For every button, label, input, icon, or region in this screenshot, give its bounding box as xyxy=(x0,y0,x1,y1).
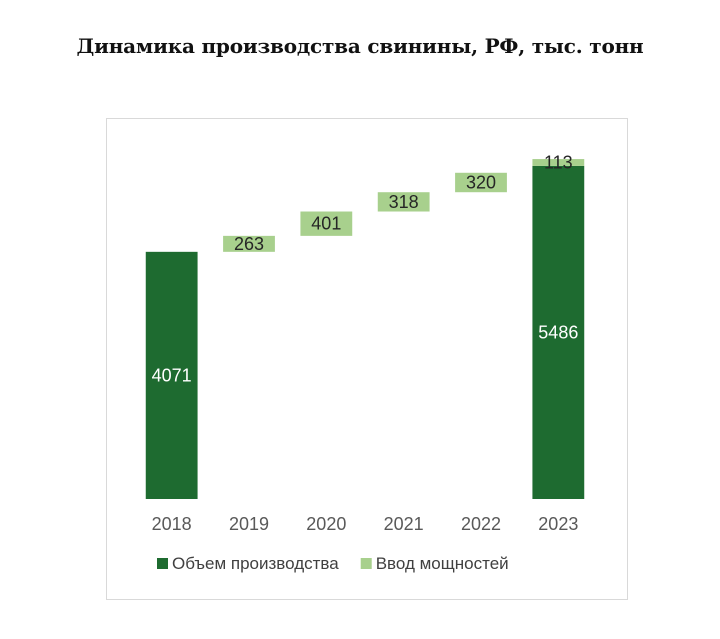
x-tick-2022: 2022 xyxy=(461,514,501,534)
bar-label-2023: 5486 xyxy=(538,322,578,342)
chart-title: Динамика производства свинины, РФ, тыс. … xyxy=(76,34,644,58)
increment-bar-2023 xyxy=(532,159,585,166)
bar-label-2018: 4071 xyxy=(152,365,192,385)
legend-swatch-2 xyxy=(360,558,372,569)
increment-label-2022: 320 xyxy=(466,172,496,192)
increment-label-2023: 113 xyxy=(544,152,573,172)
legend-swatch-1 xyxy=(157,558,168,569)
increment-bar-2020 xyxy=(300,211,353,236)
chart-area: 4071 263 401 318 320 5486 113 2018 2019 2020 2021… xyxy=(106,118,628,600)
total-bar-2023 xyxy=(532,165,585,499)
increment-bar-2021 xyxy=(377,192,430,212)
legend-label-2: Ввод мощностей xyxy=(376,554,509,573)
waterfall-chart: 4071 263 401 318 320 5486 113 2018 2019 2020 2021… xyxy=(145,152,585,573)
x-tick-2019: 2019 xyxy=(229,514,269,534)
x-tick-2018: 2018 xyxy=(152,514,192,534)
x-tick-2023: 2023 xyxy=(538,514,578,534)
increment-label-2021: 318 xyxy=(389,192,419,212)
legend-label-1: Объем производства xyxy=(172,554,339,573)
increment-bar-2022 xyxy=(455,172,507,193)
increment-label-2020: 401 xyxy=(311,214,341,234)
x-tick-2021: 2021 xyxy=(384,514,424,534)
increment-label-2019: 263 xyxy=(234,234,264,254)
increment-bar-2019 xyxy=(223,235,275,252)
x-tick-2020: 2020 xyxy=(306,514,346,534)
total-bar-2018 xyxy=(145,251,198,499)
